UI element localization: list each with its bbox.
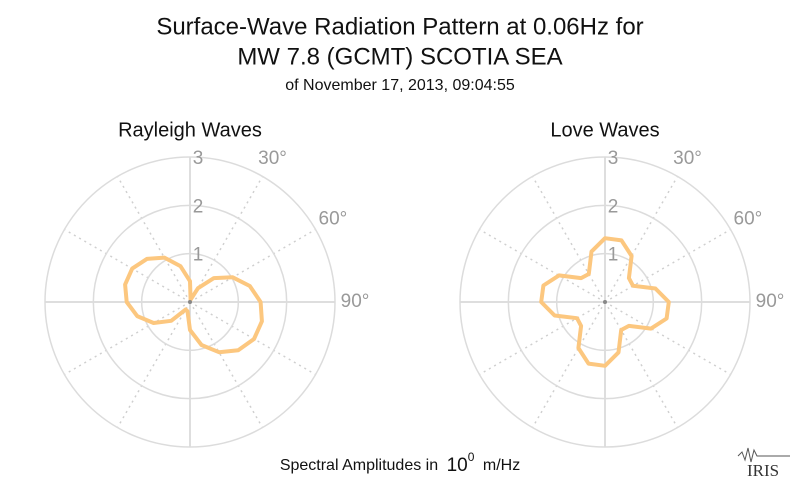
grid-circle <box>459 156 751 448</box>
r-tick-label: 1 <box>193 245 204 266</box>
spoke <box>479 228 606 303</box>
title-line: MW 7.8 (GCMT) SCOTIA SEA <box>237 43 562 70</box>
spoke <box>604 301 731 376</box>
grid-circle <box>507 204 703 400</box>
center-dot <box>603 300 607 304</box>
theta-tick-label: 90° <box>341 291 370 312</box>
r-tick-label: 3 <box>608 148 619 169</box>
spoke <box>479 301 606 376</box>
logo: IRIS <box>737 447 790 480</box>
footer-unit: m/Hz <box>483 457 520 474</box>
footer-text: Spectral Amplitudes in <box>280 457 438 474</box>
theta-tick-label: 30° <box>258 148 287 169</box>
spoke <box>116 301 191 428</box>
spoke <box>604 176 679 303</box>
logo-text: IRIS <box>747 461 779 480</box>
r-tick-label: 3 <box>193 148 204 169</box>
r-tick-label: 2 <box>193 196 204 217</box>
spoke <box>604 301 679 428</box>
grid-circle <box>140 252 240 352</box>
spoke <box>189 176 264 303</box>
chart-title: Love Waves <box>550 119 659 141</box>
footer: Spectral Amplitudes in 100 m/Hz <box>280 449 520 476</box>
title-line: Surface-Wave Radiation Pattern at 0.06Hz… <box>156 13 643 40</box>
footer-exponent: 0 <box>468 450 475 464</box>
spoke <box>189 301 264 428</box>
theta-tick-label: 60° <box>319 209 348 230</box>
spoke <box>531 176 606 303</box>
spoke <box>116 176 191 303</box>
polar-chart: 1 2 3 30° 60° 90° Love Waves <box>459 119 785 448</box>
grid-circle <box>44 156 336 448</box>
r-tick-label: 2 <box>608 196 619 217</box>
theta-tick-label: 30° <box>673 148 702 169</box>
polar-chart: 1 2 3 30° 60° 90° Rayleigh Waves <box>44 119 370 448</box>
spoke <box>64 301 191 376</box>
spoke <box>189 228 316 303</box>
theta-tick-label: 90° <box>756 291 785 312</box>
radiation-pattern <box>123 255 264 355</box>
radiation-pattern <box>539 236 671 368</box>
subtitle: of November 17, 2013, 09:04:55 <box>285 77 515 94</box>
r-tick-label: 1 <box>608 245 619 266</box>
spoke <box>64 228 191 303</box>
center-dot <box>188 300 192 304</box>
theta-tick-label: 60° <box>734 209 763 230</box>
chart-title: Rayleigh Waves <box>118 119 262 141</box>
spoke <box>604 228 731 303</box>
footer-base: 10 <box>447 455 468 476</box>
spoke <box>531 301 606 428</box>
grid-circle <box>555 252 655 352</box>
grid-circle <box>92 204 288 400</box>
